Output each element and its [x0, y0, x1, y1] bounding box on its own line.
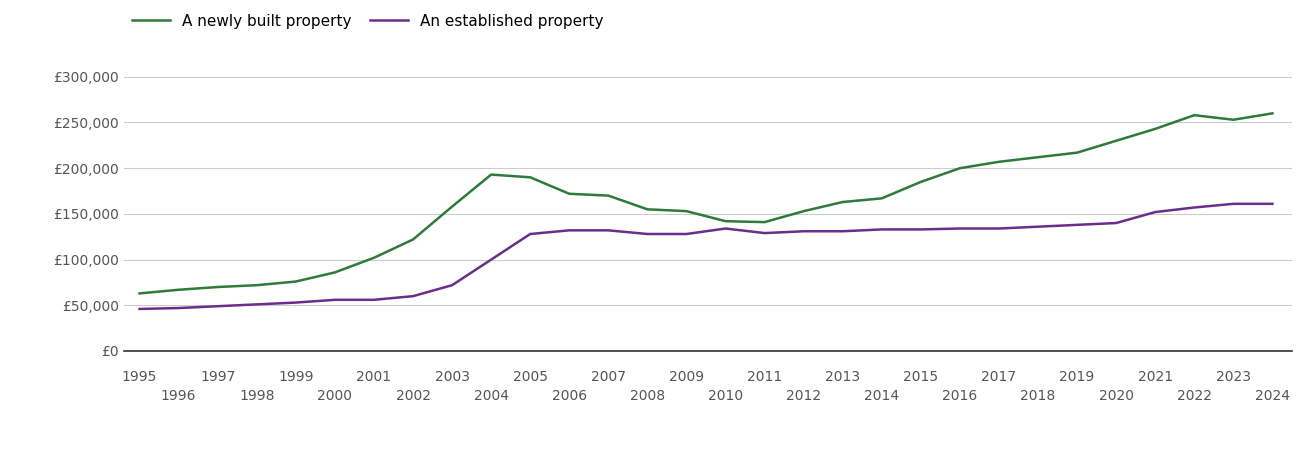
Text: 2003: 2003 — [435, 370, 470, 384]
A newly built property — [288, 279, 304, 284]
A newly built property — [483, 172, 499, 177]
A newly built property — [639, 207, 655, 212]
A newly built property — [1108, 138, 1124, 144]
An established property — [757, 230, 773, 236]
Text: 1996: 1996 — [161, 388, 197, 402]
An established property — [835, 229, 851, 234]
An established property — [483, 257, 499, 262]
A newly built property — [367, 255, 382, 261]
Text: 2005: 2005 — [513, 370, 548, 384]
An established property — [639, 231, 655, 237]
A newly built property — [718, 219, 733, 224]
A newly built property — [1265, 111, 1280, 116]
An established property — [953, 226, 968, 231]
An established property — [1186, 205, 1202, 210]
Text: 2011: 2011 — [746, 370, 782, 384]
Text: 2021: 2021 — [1138, 370, 1173, 384]
Text: 1998: 1998 — [239, 388, 274, 402]
An established property — [444, 283, 459, 288]
A newly built property — [1030, 154, 1045, 160]
Text: 2002: 2002 — [395, 388, 431, 402]
An established property — [796, 229, 812, 234]
A newly built property — [1186, 112, 1202, 118]
Text: 2015: 2015 — [903, 370, 938, 384]
Text: 2019: 2019 — [1060, 370, 1095, 384]
A newly built property — [1069, 150, 1084, 155]
An established property — [874, 227, 890, 232]
An established property — [132, 306, 147, 312]
An established property — [1030, 224, 1045, 230]
Text: 2004: 2004 — [474, 388, 509, 402]
An established property — [992, 226, 1007, 231]
Text: 2010: 2010 — [709, 388, 743, 402]
An established property — [1265, 201, 1280, 207]
Text: 2022: 2022 — [1177, 388, 1212, 402]
A newly built property — [132, 291, 147, 296]
An established property — [328, 297, 343, 302]
An established property — [171, 306, 187, 311]
An established property — [1108, 220, 1124, 226]
A newly built property — [874, 196, 890, 201]
Text: 2016: 2016 — [942, 388, 977, 402]
Text: 2001: 2001 — [356, 370, 392, 384]
A newly built property — [328, 270, 343, 275]
A newly built property — [913, 179, 929, 184]
A newly built property — [561, 191, 577, 197]
A newly built property — [444, 204, 459, 209]
An established property — [522, 231, 538, 237]
Text: 2023: 2023 — [1216, 370, 1251, 384]
An established property — [718, 226, 733, 231]
A newly built property — [171, 287, 187, 292]
A newly built property — [406, 237, 422, 242]
A newly built property — [600, 193, 616, 198]
Text: 2012: 2012 — [786, 388, 821, 402]
A newly built property — [1225, 117, 1241, 122]
An established property — [249, 302, 265, 307]
An established property — [561, 228, 577, 233]
An established property — [367, 297, 382, 302]
A newly built property — [796, 208, 812, 214]
A newly built property — [522, 175, 538, 180]
An established property — [210, 303, 226, 309]
An established property — [288, 300, 304, 305]
An established property — [913, 227, 929, 232]
Text: 2014: 2014 — [864, 388, 899, 402]
An established property — [1225, 201, 1241, 207]
An established property — [1147, 209, 1163, 215]
Text: 2006: 2006 — [552, 388, 587, 402]
A newly built property — [249, 283, 265, 288]
Text: 2018: 2018 — [1021, 388, 1056, 402]
A newly built property — [992, 159, 1007, 165]
Text: 2009: 2009 — [669, 370, 703, 384]
Text: 2017: 2017 — [981, 370, 1017, 384]
Line: An established property: An established property — [140, 204, 1272, 309]
A newly built property — [210, 284, 226, 290]
Text: 1999: 1999 — [278, 370, 313, 384]
Text: 1995: 1995 — [121, 370, 158, 384]
Legend: A newly built property, An established property: A newly built property, An established p… — [132, 14, 604, 28]
A newly built property — [679, 208, 694, 214]
An established property — [600, 228, 616, 233]
Text: 2008: 2008 — [630, 388, 666, 402]
Text: 2024: 2024 — [1255, 388, 1289, 402]
Text: 2007: 2007 — [591, 370, 626, 384]
A newly built property — [757, 220, 773, 225]
A newly built property — [835, 199, 851, 205]
A newly built property — [953, 166, 968, 171]
An established property — [679, 231, 694, 237]
An established property — [1069, 222, 1084, 228]
A newly built property — [1147, 126, 1163, 131]
Text: 2020: 2020 — [1099, 388, 1134, 402]
Text: 2000: 2000 — [317, 388, 352, 402]
An established property — [406, 293, 422, 299]
Text: 1997: 1997 — [200, 370, 235, 384]
Text: 2013: 2013 — [825, 370, 860, 384]
Line: A newly built property: A newly built property — [140, 113, 1272, 293]
